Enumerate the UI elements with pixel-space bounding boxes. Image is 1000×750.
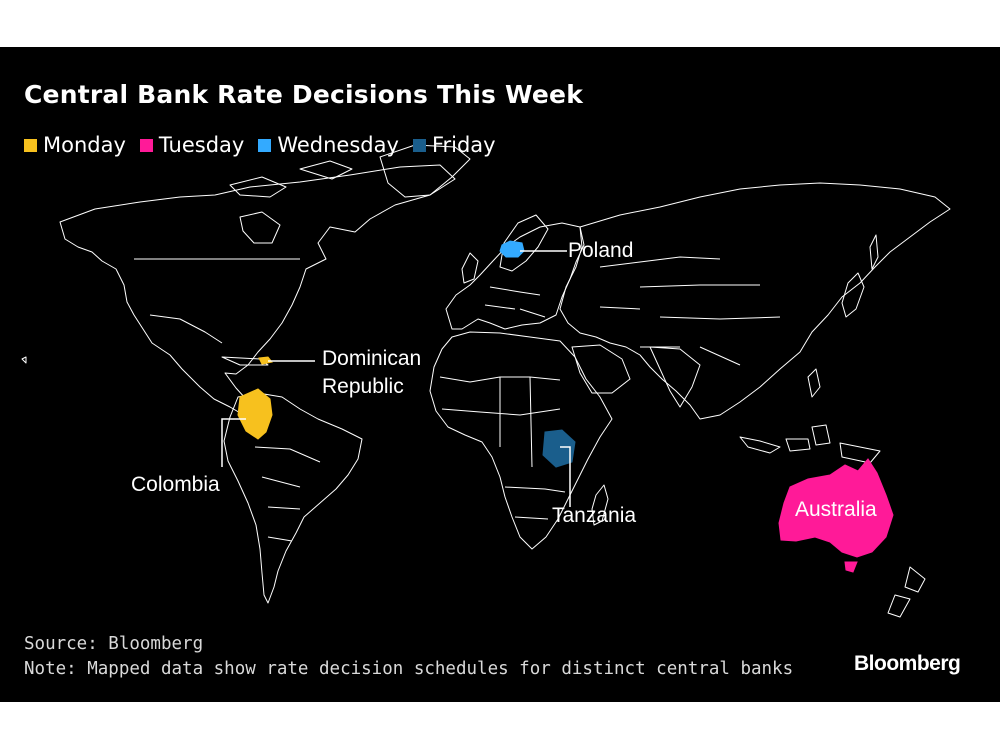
indonesia [739, 424, 881, 464]
country-dominican-republic [258, 356, 273, 365]
europe-outline [445, 222, 585, 330]
arabia [571, 344, 631, 394]
madagascar [591, 484, 609, 526]
legend-label-tuesday: Tuesday [158, 133, 245, 157]
footnote: Source: Bloomberg Note: Mapped data show… [24, 632, 793, 682]
arctic-islands [229, 160, 353, 198]
label-tanzania: Tanzania [552, 504, 636, 527]
greenland [379, 144, 471, 198]
legend-swatch-tuesday [139, 138, 153, 152]
legend-item-friday: Friday [412, 133, 496, 157]
legend-item-monday: Monday [24, 133, 126, 157]
new-zealand [887, 566, 926, 618]
cuba [221, 356, 269, 366]
europe-borders [484, 286, 546, 318]
sakhalin [869, 234, 879, 270]
chart-card: Poland Dominican Republic Colombia Tanza… [0, 47, 1000, 702]
label-poland: Poland [568, 239, 633, 262]
uk [461, 252, 479, 284]
legend-label-monday: Monday [43, 133, 126, 157]
tanzania-leader-line [560, 446, 571, 507]
label-australia: Australia [795, 498, 877, 521]
country-tanzania [542, 429, 576, 468]
south-america-outline [223, 392, 363, 604]
small-island [21, 356, 27, 364]
country-colombia [237, 388, 273, 440]
japan [841, 272, 865, 318]
india [649, 346, 701, 408]
us-mexico-border [149, 314, 223, 344]
legend-item-wednesday: Wednesday [258, 133, 399, 157]
label-colombia: Colombia [131, 473, 220, 496]
legend-label-wednesday: Wednesday [277, 133, 399, 157]
legend-item-tuesday: Tuesday [139, 133, 245, 157]
africa-borders [439, 376, 566, 520]
south-america-borders [254, 446, 321, 542]
africa-outline [429, 331, 613, 550]
country-australia [778, 458, 894, 558]
legend-swatch-monday [24, 138, 37, 152]
colombia-leader-line [221, 418, 246, 467]
world-map: Poland Dominican Republic Colombia Tanza… [21, 144, 951, 618]
bloomberg-logo: Bloomberg [854, 652, 961, 675]
chart-title: Central Bank Rate Decisions This Week [24, 80, 584, 109]
legend-swatch-wednesday [258, 138, 272, 152]
country-outlines [21, 144, 951, 618]
north-america-outline [59, 164, 456, 415]
country-australia-tasmania [844, 561, 858, 573]
legend-swatch-friday [412, 138, 426, 152]
source-text: Source: Bloomberg [24, 634, 204, 654]
scandinavia [499, 214, 549, 272]
hudson-bay [239, 211, 281, 244]
note-text: Note: Mapped data show rate decision sch… [24, 659, 794, 679]
label-dominican-republic-line2: Republic [322, 375, 404, 398]
legend-label-friday: Friday [431, 133, 496, 157]
philippines [807, 368, 821, 398]
label-dominican-republic-line1: Dominican [322, 347, 421, 370]
country-poland [499, 240, 525, 258]
legend: Monday Tuesday Wednesday Friday [24, 133, 496, 157]
asia-borders [599, 256, 781, 366]
asia-outline [559, 182, 951, 420]
